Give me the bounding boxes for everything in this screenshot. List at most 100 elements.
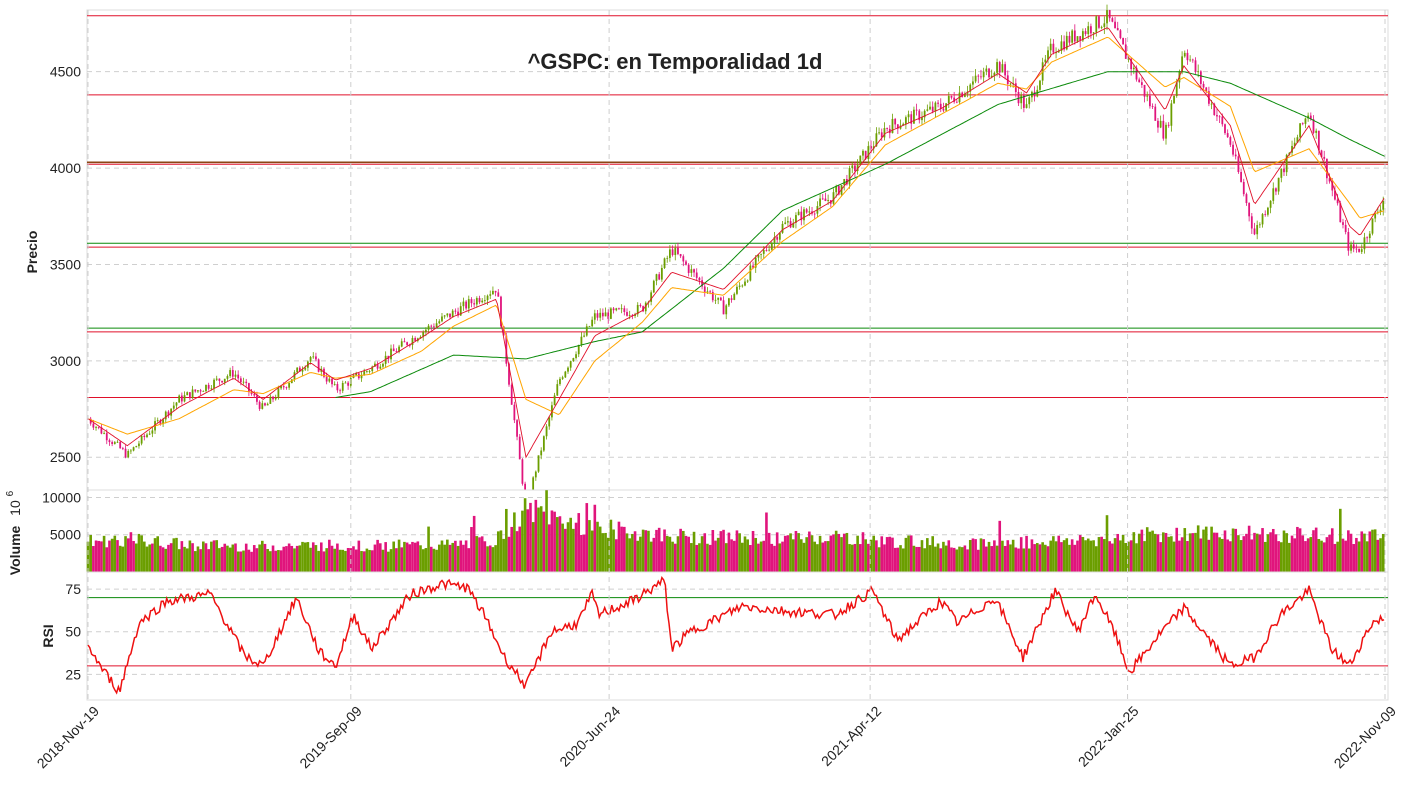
volume-bar: [700, 536, 704, 572]
rsi-tick-label: 25: [65, 666, 81, 682]
candle-body: [1358, 248, 1360, 252]
candle-body: [980, 76, 982, 78]
candle-body: [253, 394, 256, 396]
candle-body: [1202, 83, 1205, 88]
candle-body: [561, 377, 564, 379]
volume-bar: [1373, 529, 1377, 572]
candle-body: [711, 291, 714, 301]
candle-body: [1336, 199, 1339, 204]
volume-bar: [1145, 527, 1149, 572]
volume-bar: [888, 536, 892, 572]
candle-body: [1205, 87, 1208, 92]
volume-bar: [427, 526, 430, 572]
volume-bar: [1242, 536, 1246, 572]
volume-bar: [1188, 533, 1192, 572]
candle-body: [1162, 120, 1165, 139]
volume-bar: [1277, 541, 1280, 572]
volume-bar: [1041, 542, 1044, 572]
volume-bar: [247, 549, 251, 572]
price-panel: 2500 3000 3500 4000 4500 ^GSPC: en Temporali…: [24, 4, 1389, 510]
volume-bar: [1247, 525, 1251, 572]
volume-bar: [1113, 538, 1117, 572]
volume-bar: [464, 540, 468, 572]
candle-body: [1342, 222, 1344, 225]
volume-axis-label-group: Volume 10 6: [5, 490, 23, 575]
candle-body: [1210, 103, 1213, 105]
candle-body: [969, 84, 972, 92]
volume-bar: [1191, 533, 1195, 572]
volume-bar: [1328, 534, 1331, 572]
candle-body: [1264, 214, 1267, 215]
candle-body: [977, 75, 980, 77]
candle-body: [1250, 216, 1253, 229]
candle-body: [516, 420, 518, 437]
volume-bar: [94, 540, 98, 572]
candle-body: [492, 290, 494, 295]
volume-bar: [352, 546, 355, 572]
volume-bar: [926, 538, 929, 572]
candle-body: [768, 249, 771, 251]
volume-bar: [749, 545, 752, 572]
volume-bar: [1073, 544, 1077, 572]
volume-bar: [311, 542, 315, 572]
candle-body: [218, 378, 221, 381]
candle-body: [419, 336, 422, 339]
volume-bar: [354, 549, 358, 572]
candle-body: [280, 386, 282, 389]
candle-body: [1283, 168, 1285, 173]
candle-body: [781, 223, 784, 233]
volume-bar: [397, 539, 401, 572]
volume-bar: [934, 546, 937, 572]
candle-body: [1334, 190, 1336, 200]
candle-body: [1122, 38, 1124, 45]
volume-bar: [580, 534, 583, 572]
volume-bar: [1044, 544, 1047, 572]
candle-body: [435, 323, 438, 328]
volume-bar: [944, 545, 948, 572]
volume-bar: [845, 532, 849, 572]
candle-body: [784, 222, 787, 224]
candle-body: [1170, 103, 1173, 126]
candle-body: [537, 455, 540, 472]
candle-body: [256, 395, 258, 402]
candle-body: [1379, 209, 1382, 212]
candle-body: [915, 109, 918, 111]
candle-body: [1151, 106, 1154, 107]
volume-bar: [164, 548, 168, 572]
volume-bar: [840, 537, 843, 572]
candle-body: [1253, 228, 1256, 235]
volume-bar: [665, 535, 669, 572]
volume-bar: [1269, 532, 1272, 572]
volume-bar: [118, 545, 122, 572]
volume-bar: [475, 536, 479, 572]
volume-bar: [993, 540, 996, 572]
volume-bar: [440, 540, 444, 572]
price-y-ticks: 2500 3000 3500 4000 4500: [50, 64, 81, 466]
volume-bar: [1379, 538, 1382, 572]
candle-body: [108, 440, 111, 443]
candle-body: [719, 297, 722, 301]
volume-bar: [1153, 533, 1157, 572]
volume-bar: [306, 542, 310, 572]
volume-bar: [979, 538, 983, 572]
volume-bar: [703, 533, 707, 572]
candle-body: [194, 389, 197, 392]
candle-body: [634, 314, 636, 317]
volume-bar: [1349, 533, 1353, 572]
volume-bar: [652, 537, 656, 572]
candle-body: [1149, 95, 1151, 107]
candle-body: [1272, 188, 1275, 201]
candle-body: [1309, 115, 1312, 120]
candle-body: [95, 426, 97, 428]
volume-bar: [649, 541, 653, 572]
volume-bar: [287, 543, 291, 572]
candle-body: [467, 299, 470, 309]
candle-body: [1167, 124, 1170, 126]
candle-body: [886, 128, 889, 129]
candle-body: [955, 101, 958, 103]
candle-body: [797, 211, 800, 216]
volume-bar: [998, 520, 1002, 572]
candle-body: [1232, 144, 1234, 155]
candle-body: [277, 388, 280, 398]
candle-body: [604, 312, 607, 317]
